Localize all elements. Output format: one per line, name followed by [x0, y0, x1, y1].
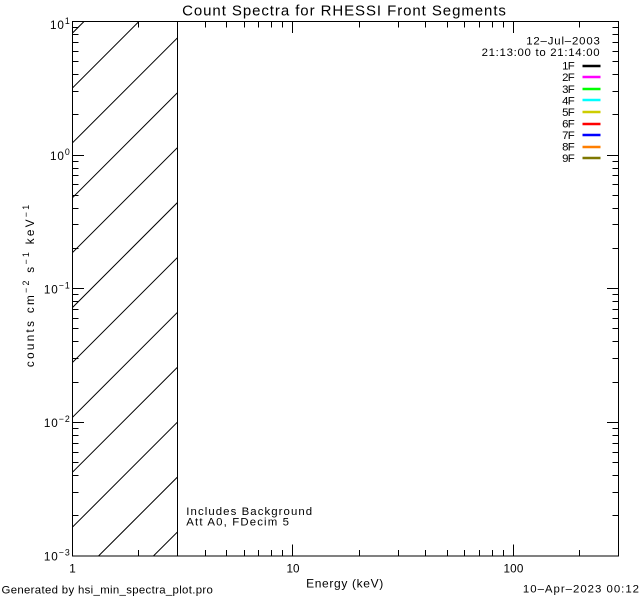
svg-text:100: 100	[50, 147, 71, 163]
svg-text:12–Jul–2003: 12–Jul–2003	[526, 36, 600, 48]
svg-text:5F: 5F	[562, 107, 575, 119]
svg-text:Energy (keV): Energy (keV)	[306, 576, 384, 590]
svg-text:9F: 9F	[562, 153, 575, 165]
svg-text:3F: 3F	[562, 84, 575, 96]
svg-text:21:13:00 to 21:14:00: 21:13:00 to 21:14:00	[482, 47, 601, 59]
svg-text:7F: 7F	[562, 130, 575, 142]
svg-text:10−3: 10−3	[44, 548, 71, 564]
svg-text:4F: 4F	[562, 95, 575, 107]
svg-text:2F: 2F	[562, 72, 575, 84]
svg-text:10: 10	[286, 563, 300, 576]
svg-text:8F: 8F	[562, 142, 575, 154]
svg-text:Count Spectra for RHESSI Front: Count Spectra for RHESSI Front Segments	[182, 2, 507, 19]
svg-text:10–Apr–2023 00:12: 10–Apr–2023 00:12	[523, 584, 640, 596]
svg-text:10−1: 10−1	[44, 280, 71, 296]
svg-text:counts cm−2 s−1 keV−1: counts cm−2 s−1 keV−1	[21, 203, 37, 368]
svg-text:1: 1	[69, 563, 76, 576]
svg-text:101: 101	[50, 16, 71, 32]
svg-text:10−2: 10−2	[44, 414, 71, 430]
svg-text:Generated by hsi_min_spectra_p: Generated by hsi_min_spectra_plot.pro	[2, 584, 214, 596]
svg-text:Att A0, FDecim 5: Att A0, FDecim 5	[186, 517, 290, 529]
svg-text:1F: 1F	[562, 61, 575, 73]
svg-text:6F: 6F	[562, 118, 575, 130]
svg-text:Includes Background: Includes Background	[186, 506, 313, 518]
svg-text:100: 100	[504, 563, 524, 576]
